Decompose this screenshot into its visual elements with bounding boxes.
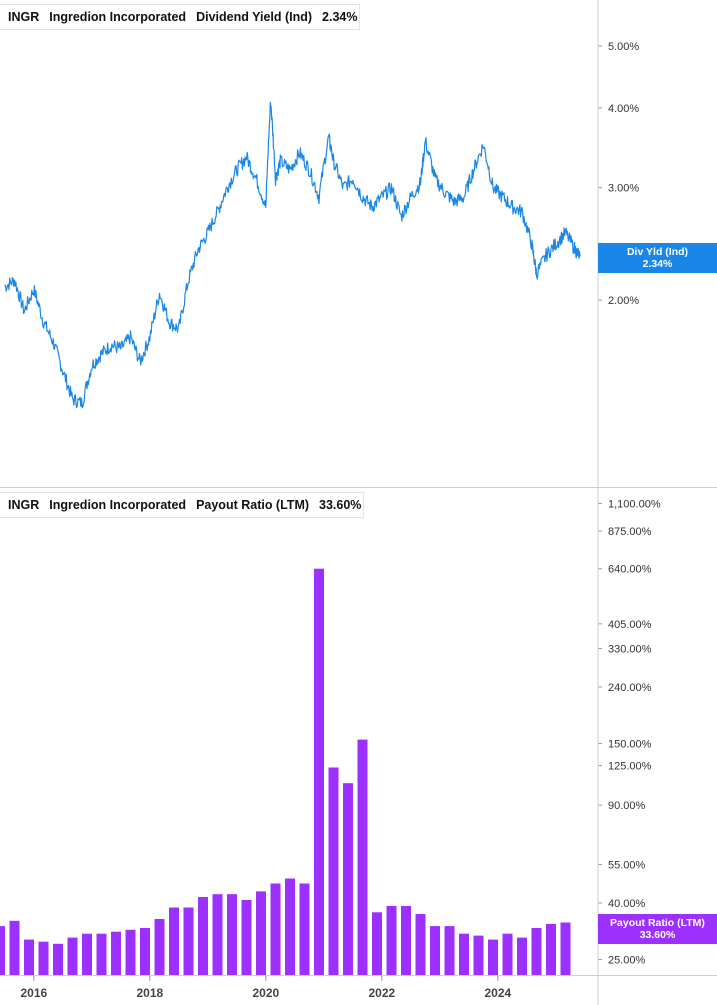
badge-value: 2.34%: [642, 257, 673, 270]
y-tick-label: 55.00%: [608, 860, 646, 872]
x-tick-label: 2018: [136, 986, 163, 1000]
payout-bar: [111, 931, 121, 975]
y-tick-label: 3.00%: [608, 183, 639, 195]
payout-bar: [473, 935, 484, 975]
y-tick-label: 875.00%: [608, 526, 652, 538]
payout-bar: [299, 883, 310, 975]
y-tick-label: 1,100.00%: [608, 498, 661, 510]
payout-bar: [415, 914, 426, 975]
payout-bar: [328, 767, 339, 975]
payout-bar: [560, 922, 571, 975]
dividend-yield-legend: INGR Ingredion Incorporated Dividend Yie…: [0, 4, 360, 30]
payout-bar: [430, 926, 440, 975]
legend-company: Ingredion Incorporated: [49, 498, 187, 512]
payout-bar: [459, 933, 469, 975]
x-tick-label: 2022: [368, 986, 395, 1000]
y-tick-label: 330.00%: [608, 644, 652, 656]
y-tick-label: 40.00%: [608, 898, 646, 910]
badge-value: 33.60%: [639, 928, 676, 941]
payout-ratio-panel: 25.00% 40.00% 55.00% 90.00% 125.00% 150.00% 24…: [0, 498, 661, 975]
payout-bar: [401, 906, 411, 975]
payout-bar: [9, 920, 20, 975]
payout-bar: [67, 937, 78, 975]
y-tick-label: 90.00%: [608, 800, 646, 812]
legend-ticker: INGR: [8, 498, 40, 512]
payout-bar: [0, 926, 5, 975]
legend-metric: Dividend Yield (Ind): [196, 10, 313, 24]
payout-ratio-legend: INGR Ingredion Incorporated Payout Ratio…: [0, 492, 364, 518]
payout-bar: [314, 568, 324, 975]
payout-bar: [285, 878, 295, 975]
x-tick-label: 2024: [484, 986, 511, 1000]
payout-bar: [38, 941, 49, 975]
payout-bar: [227, 894, 237, 975]
payout-bar: [546, 923, 556, 975]
badge-label: Div Yld (Ind): [626, 245, 689, 258]
payout-bar: [386, 906, 397, 975]
payout-bar: [198, 897, 208, 975]
y-tick-label: 150.00%: [608, 739, 652, 751]
x-axis: 2016 2018 2020 2022 2024: [20, 976, 512, 1000]
payout-bar: [125, 929, 136, 975]
y-tick-label: 2.00%: [608, 295, 639, 307]
payout-bar: [343, 783, 353, 975]
legend-value: 2.34%: [322, 10, 358, 24]
badge-label: Payout Ratio (LTM): [610, 916, 705, 929]
payout-bar: [517, 937, 527, 975]
payout-bar: [212, 894, 223, 975]
payout-ratio-value-badge: Payout Ratio (LTM) 33.60%: [598, 913, 717, 944]
x-tick-label: 2016: [20, 986, 47, 1000]
y-tick-label: 640.00%: [608, 564, 652, 576]
payout-bar: [82, 933, 92, 975]
payout-bar: [53, 943, 63, 975]
y-tick-label: 4.00%: [608, 103, 639, 115]
dividend-yield-panel: 2.00% 3.00% 4.00% 5.00%: [4, 41, 639, 409]
payout-bar: [488, 939, 498, 975]
legend-metric: Payout Ratio (LTM): [196, 498, 310, 512]
payout-bar: [154, 919, 165, 975]
legend-value: 33.60%: [319, 498, 362, 512]
payout-bar: [270, 883, 281, 975]
y-tick-label: 125.00%: [608, 761, 652, 773]
y-tick-label: 25.00%: [608, 955, 646, 967]
payout-bar: [24, 939, 34, 975]
payout-bar: [444, 926, 455, 975]
dividend-yield-value-badge: Div Yld (Ind) 2.34%: [598, 242, 717, 273]
payout-bar: [502, 933, 513, 975]
payout-bar: [183, 907, 194, 975]
x-tick-label: 2020: [252, 986, 279, 1000]
payout-bar: [372, 912, 382, 975]
y-tick-label: 5.00%: [608, 41, 639, 53]
payout-bar: [169, 907, 179, 975]
payout-bar: [241, 900, 252, 975]
payout-bar: [140, 928, 150, 975]
dividend-yield-line: [4, 101, 581, 409]
payout-bar: [531, 928, 542, 975]
payout-bar: [96, 933, 107, 975]
legend-ticker: INGR: [8, 10, 40, 24]
y-tick-label: 240.00%: [608, 682, 652, 694]
payout-bar: [357, 739, 368, 975]
legend-company: Ingredion Incorporated: [49, 10, 187, 24]
payout-bar: [256, 891, 266, 975]
y-tick-label: 405.00%: [608, 619, 652, 631]
